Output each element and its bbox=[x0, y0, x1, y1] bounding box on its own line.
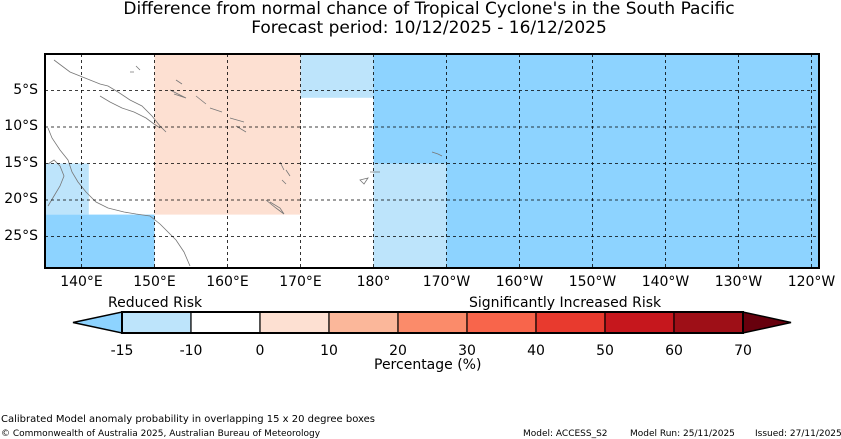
colorbar-tick-label: 40 bbox=[527, 343, 545, 359]
colorbar-segment bbox=[604, 311, 675, 334]
latitude-label: 15°S bbox=[4, 154, 38, 171]
colorbar-tick-label: 10 bbox=[320, 343, 338, 359]
anomaly-region-1 bbox=[300, 54, 374, 98]
longitude-label: 130°W bbox=[714, 274, 763, 290]
coastline-png-north bbox=[53, 59, 167, 133]
colorbar-tick-label: 30 bbox=[458, 343, 476, 359]
colorbar-tick-label: 70 bbox=[734, 343, 752, 359]
longitude-label: 150°W bbox=[568, 274, 617, 290]
longitude-label: 160°E bbox=[206, 274, 249, 290]
colorbar-segment bbox=[328, 311, 399, 334]
coastline-samoa bbox=[431, 151, 443, 157]
anomaly-region-2 bbox=[373, 54, 819, 164]
increased-risk-caption: Significantly Increased Risk bbox=[469, 295, 662, 311]
chart-title: Difference from normal chance of Tropica… bbox=[123, 0, 735, 19]
colorbar-segment bbox=[535, 311, 606, 334]
footer-model: Model: ACCESS_S2 bbox=[523, 429, 608, 439]
latitude-label: 25°S bbox=[4, 227, 38, 244]
coastline-fiji bbox=[359, 171, 380, 185]
longitude-label: 170°E bbox=[279, 274, 322, 290]
colorbar-low-extension bbox=[72, 311, 123, 334]
longitude-label: 120°W bbox=[787, 274, 836, 290]
coastline-australia-gulf bbox=[47, 159, 65, 207]
colorbar-segment bbox=[259, 311, 330, 334]
longitude-label: 150°E bbox=[133, 274, 176, 290]
colorbar-segment bbox=[190, 311, 261, 334]
anomaly-region-3 bbox=[446, 163, 819, 268]
latitude-label: 20°S bbox=[4, 191, 38, 207]
colorbar bbox=[72, 311, 792, 334]
anomaly-region-5 bbox=[45, 163, 89, 215]
map-frame bbox=[44, 53, 820, 269]
footer-note: Calibrated Model anomaly probability in … bbox=[1, 414, 376, 425]
coastline-png-south bbox=[99, 95, 161, 129]
colorbar-segment bbox=[466, 311, 537, 334]
colorbar-tick-label: 50 bbox=[596, 343, 614, 359]
latitude-label: 5°S bbox=[13, 81, 38, 98]
footer-issued: Issued: 27/11/2025 bbox=[755, 429, 841, 439]
longitude-label: 140°W bbox=[641, 274, 690, 290]
anomaly-region-6 bbox=[45, 214, 155, 268]
latitude-label: 10°S bbox=[4, 118, 38, 134]
colorbar-tick-label: -15 bbox=[110, 343, 134, 359]
coastline-new-caledonia bbox=[265, 199, 285, 215]
footer-model-run: Model Run: 25/11/2025 bbox=[630, 429, 735, 439]
colorbar-tick-label: -10 bbox=[179, 343, 203, 359]
colorbar-segment bbox=[397, 311, 468, 334]
anomaly-regions bbox=[45, 54, 819, 268]
longitude-label: 180° bbox=[356, 274, 391, 290]
anomaly-region-4 bbox=[373, 163, 447, 268]
longitude-label: 160°W bbox=[495, 274, 544, 290]
longitude-label: 170°W bbox=[422, 274, 471, 290]
coastline-bismarck-islands bbox=[130, 65, 183, 85]
colorbar-high-extension bbox=[742, 311, 792, 334]
colorbar-tick-label: 60 bbox=[665, 343, 683, 359]
colorbar-tick-label: 20 bbox=[389, 343, 407, 359]
longitude-label: 140°E bbox=[60, 274, 103, 290]
coastline-new-britain bbox=[169, 89, 187, 99]
coastline-australia-york bbox=[47, 127, 191, 267]
footer-copyright: © Commonwealth of Australia 2025, Austra… bbox=[1, 429, 321, 439]
reduced-risk-caption: Reduced Risk bbox=[108, 295, 203, 311]
colorbar-segment bbox=[121, 311, 192, 334]
colorbar-frame bbox=[121, 311, 744, 334]
coastline-solomons bbox=[195, 95, 247, 133]
forecast-period: Forecast period: 10/12/2025 - 16/12/2025 bbox=[251, 18, 607, 38]
colorbar-tick-label: 0 bbox=[255, 343, 265, 359]
graticule bbox=[45, 54, 819, 268]
colorbar-segment bbox=[673, 311, 744, 334]
colorbar-label: Percentage (%) bbox=[374, 357, 482, 373]
